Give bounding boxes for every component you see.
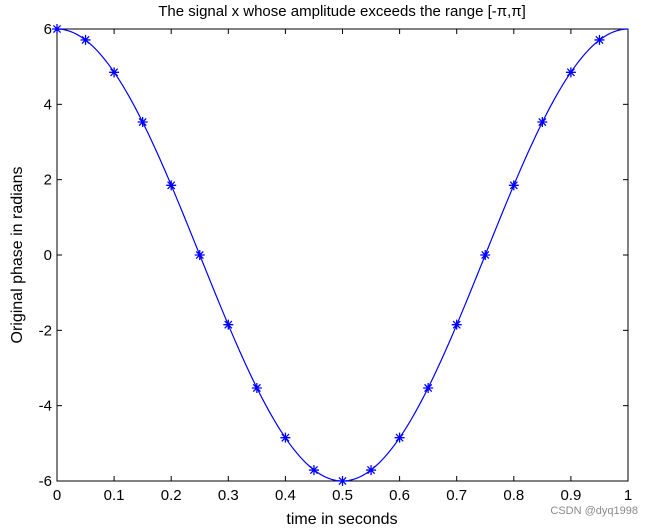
- x-tick-label: 0.5: [332, 487, 353, 504]
- data-point: [194, 250, 205, 260]
- data-point: [80, 34, 91, 45]
- x-tick-label: 1: [624, 487, 632, 504]
- y-tick-label: 2: [44, 172, 52, 189]
- x-tick-label: 0.8: [503, 487, 524, 504]
- data-point: [308, 465, 319, 476]
- data-point: [594, 34, 605, 45]
- data-point: [451, 319, 462, 330]
- data-point: [337, 476, 348, 486]
- data-point: [52, 24, 62, 34]
- data-point: [423, 382, 434, 393]
- data-point: [565, 67, 576, 78]
- data-point: [508, 180, 519, 191]
- x-tick-label: 0.6: [389, 487, 410, 504]
- x-tick-label: 0.9: [560, 487, 581, 504]
- y-tick-label: 6: [44, 21, 52, 38]
- data-point: [537, 117, 548, 128]
- x-tick-label: 0: [53, 487, 61, 504]
- x-tick-label: 0.4: [275, 487, 296, 504]
- x-tick-label: 0.7: [446, 487, 467, 504]
- x-tick-label: 0.1: [104, 487, 125, 504]
- y-tick-label: 4: [44, 96, 52, 113]
- data-point: [137, 117, 148, 128]
- data-point: [223, 319, 234, 330]
- watermark: CSDN @dyq1998: [550, 505, 638, 517]
- data-point: [480, 250, 491, 260]
- x-axis-title: time in seconds: [286, 511, 397, 528]
- chart-title: The signal x whose amplitude exceeds the…: [158, 3, 526, 20]
- data-point: [166, 180, 177, 191]
- data-point: [394, 432, 405, 443]
- data-point: [109, 67, 120, 78]
- y-tick-label: -6: [39, 473, 52, 490]
- data-point: [366, 465, 377, 476]
- y-tick-label: 0: [44, 247, 52, 264]
- data-point: [280, 432, 291, 443]
- x-tick-label: 0.3: [218, 487, 239, 504]
- y-tick-label: -2: [39, 322, 52, 339]
- y-axis-title: Original phase in radians: [9, 167, 26, 344]
- plot-frame: [56, 28, 629, 482]
- series-line: [56, 28, 629, 482]
- data-point: [251, 382, 262, 393]
- x-tick-label: 0.2: [161, 487, 182, 504]
- y-tick-label: -4: [39, 398, 52, 415]
- plot-area: 0 0.1 0.2 0.3 0.4 0.5 0.6 0.7 0.8 0.9 1 -6 -4 -2 0 2 4 6: [39, 21, 633, 504]
